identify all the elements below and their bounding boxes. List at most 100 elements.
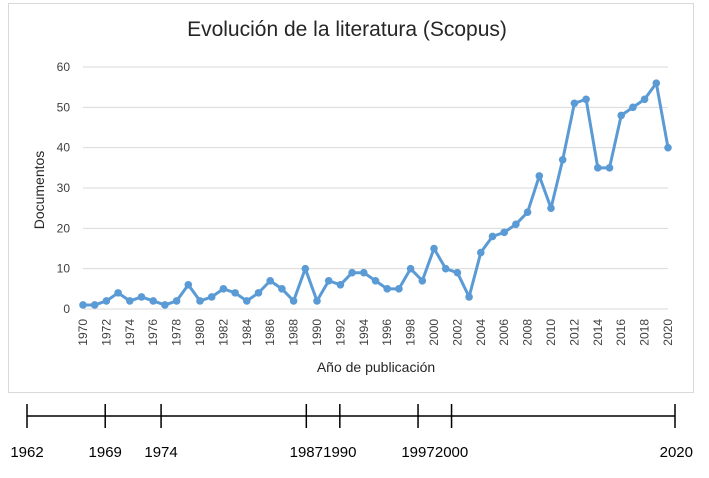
data-point — [441, 264, 450, 273]
data-point — [79, 301, 87, 309]
y-tick-label: 60 — [57, 60, 71, 74]
data-point — [477, 248, 485, 257]
data-point — [488, 232, 497, 241]
series-line — [81, 81, 670, 307]
x-axis-label: Año de publicación — [317, 359, 435, 375]
x-tick-label: 2008 — [521, 319, 535, 346]
data-point — [371, 276, 380, 285]
data-point — [324, 276, 333, 285]
data-point — [126, 297, 134, 305]
x-tick-label: 1996 — [380, 319, 394, 346]
data-point — [114, 289, 122, 297]
y-axis-label: Documentos — [31, 151, 47, 230]
data-point — [640, 95, 649, 104]
timeline: 1962 1969 1974 1987 1990 1997 2000 2020 — [10, 404, 693, 461]
data-point — [523, 208, 532, 216]
x-tick-label: 2014 — [591, 319, 605, 346]
data-point — [453, 268, 462, 277]
data-point — [231, 289, 239, 297]
x-tick-label: 2000 — [427, 319, 441, 346]
data-point — [161, 301, 169, 309]
series-points — [79, 79, 672, 309]
data-point — [605, 164, 614, 172]
x-tick-label: 1976 — [146, 319, 160, 346]
x-tick-label: 2016 — [614, 319, 628, 346]
x-tick-label: 2012 — [567, 319, 581, 346]
chart-title: Evolución de la literatura (Scopus) — [187, 18, 507, 41]
x-tick-label: 1982 — [216, 319, 230, 346]
x-tick-labels: 1970 1972 1974 1976 1978 1980 1982 1984 1986 1988… — [76, 319, 675, 346]
data-point — [102, 297, 111, 305]
data-point — [582, 95, 590, 104]
data-point — [570, 99, 579, 108]
timeline-label: 2000 — [435, 444, 468, 461]
data-point — [418, 276, 427, 285]
x-tick-label: 1990 — [310, 319, 324, 346]
data-point — [266, 276, 275, 285]
y-tick-label: 40 — [57, 141, 71, 155]
data-point — [137, 293, 146, 301]
data-point — [535, 172, 544, 180]
timeline-label: 1962 — [10, 444, 43, 461]
data-point — [664, 143, 672, 152]
x-tick-label: 1980 — [193, 319, 207, 346]
x-tick-label: 2010 — [544, 319, 558, 346]
data-point — [558, 155, 567, 164]
data-point — [301, 264, 310, 273]
x-tick-label: 2004 — [474, 319, 488, 346]
data-point — [430, 244, 438, 253]
y-tick-label: 50 — [57, 100, 71, 114]
data-point — [406, 264, 415, 273]
x-tick-label: 1970 — [76, 319, 90, 346]
data-point — [652, 79, 661, 87]
x-tick-label: 1984 — [240, 319, 254, 346]
x-tick-label: 1972 — [99, 319, 113, 346]
data-point — [348, 268, 356, 277]
timeline-label: 1974 — [144, 444, 177, 461]
data-point — [219, 285, 228, 293]
x-tick-label: 2006 — [497, 319, 511, 346]
grid-layer — [83, 66, 668, 310]
data-point — [149, 297, 157, 305]
x-tick-label: 2018 — [638, 319, 652, 346]
data-point — [207, 293, 216, 301]
data-point — [629, 103, 637, 112]
data-point — [243, 297, 251, 305]
x-tick-label: 1978 — [170, 319, 184, 346]
x-tick-label: 2020 — [661, 319, 675, 346]
data-point — [547, 204, 555, 212]
timeline-label: 1997 — [401, 444, 434, 461]
y-tick-label: 10 — [57, 262, 71, 276]
data-point — [360, 268, 368, 277]
data-point — [196, 297, 204, 305]
data-point — [172, 297, 181, 305]
timeline-label: 1969 — [89, 444, 122, 461]
y-tick-label: 20 — [57, 221, 71, 235]
series-line — [81, 81, 670, 307]
data-point — [313, 297, 321, 305]
data-point — [512, 220, 520, 229]
timeline-label: 2020 — [660, 444, 693, 461]
chart-frame — [8, 3, 694, 393]
data-point — [254, 289, 263, 297]
x-tick-label: 1986 — [263, 319, 277, 346]
x-tick-label: 1998 — [404, 319, 418, 346]
data-point — [278, 285, 286, 293]
data-point — [184, 281, 193, 289]
y-tick-labels: 0 10 20 30 40 50 60 — [57, 60, 71, 316]
data-point — [465, 293, 473, 301]
data-point — [395, 285, 403, 293]
x-tick-label: 1974 — [123, 319, 137, 346]
timeline-label: 1987 — [290, 444, 323, 461]
x-tick-label: 1988 — [287, 319, 301, 346]
data-point — [383, 285, 392, 293]
data-point — [594, 164, 602, 172]
y-tick-label: 30 — [57, 181, 71, 195]
data-point — [289, 297, 298, 305]
timeline-label: 1990 — [323, 444, 356, 461]
data-point — [617, 111, 625, 120]
data-point — [336, 281, 345, 289]
x-tick-label: 1994 — [357, 319, 371, 346]
data-point — [90, 301, 99, 309]
